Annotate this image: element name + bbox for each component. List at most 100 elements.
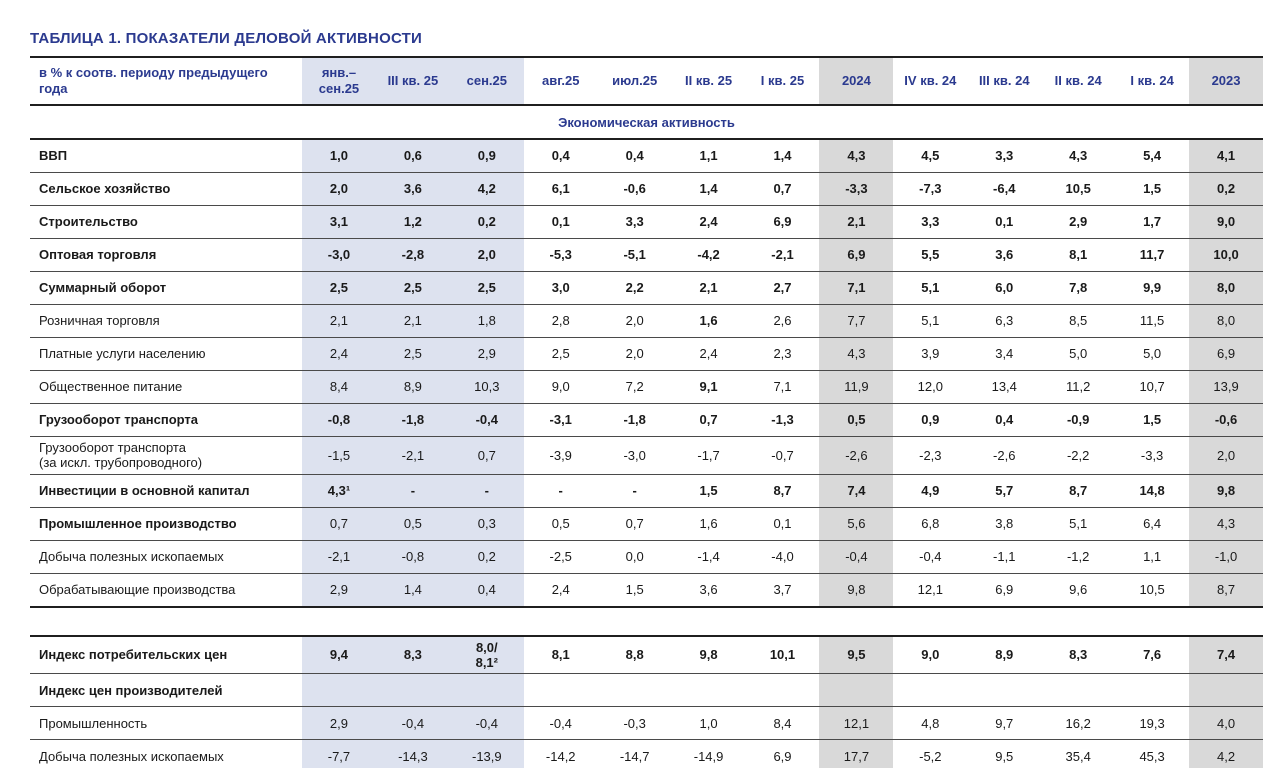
table-cell: 4,0 [1189, 706, 1263, 741]
table-cell [819, 673, 894, 708]
table-row: Грузооборот транспорта -0,8 -1,8 -0,4 -3,1 -1… [30, 403, 1263, 437]
table-cell: -0,9 [1041, 403, 1116, 437]
table-cell: -7,7 [302, 739, 376, 768]
table-cell: 6,4 [1115, 507, 1190, 541]
table-row: Инвестиции в основной капитал 4,3¹ - - - -1,5… [30, 474, 1263, 508]
table-cell: -1,1 [967, 540, 1042, 574]
table-cell: 3,1 [302, 205, 376, 239]
table-cell: 3,3 [967, 139, 1042, 173]
table-row: Промышленность 2,9 -0,4 -0,4 -0,4 -0,3 1,0 8,4 1… [30, 706, 1263, 741]
table-cell: 9,8 [819, 573, 894, 608]
table-cell [1041, 673, 1116, 708]
table-cell: 9,9 [1115, 271, 1190, 305]
table-cell: 0,7 [302, 507, 376, 541]
table-cell [967, 673, 1042, 708]
header-row: в % к соотв. периоду предыдущего года янв… [30, 56, 1263, 106]
table-cell: 0,4 [967, 403, 1042, 437]
table-cell: -3,9 [523, 436, 598, 475]
table-cell: 14,8 [1115, 474, 1190, 508]
table-cell: 0,7 [597, 507, 672, 541]
column-header: IV кв. 24 [893, 56, 968, 106]
page-title: ТАБЛИЦА 1. ПОКАЗАТЕЛИ ДЕЛОВОЙ АКТИВНОСТИ [30, 30, 422, 47]
table-cell: 35,4 [1041, 739, 1116, 768]
table-cell [449, 673, 524, 708]
table-cell: -7,3 [893, 172, 968, 206]
table-cell: 7,1 [819, 271, 894, 305]
table-cell: 0,7 [671, 403, 746, 437]
table-cell: 8,8 [597, 634, 672, 675]
row-label: Промышленное производство [30, 507, 302, 541]
table-cell: 2,0 [1189, 436, 1263, 475]
table-cell: 17,7 [819, 739, 894, 768]
table-cell: 9,8 [671, 634, 746, 675]
table-cell: -0,4 [523, 706, 598, 741]
table-cell: 1,1 [671, 139, 746, 173]
table-cell: 9,4 [302, 634, 376, 675]
table-cell: 0,1 [745, 507, 820, 541]
table-cell: 9,1 [671, 370, 746, 404]
table-cell: 8,9 [375, 370, 450, 404]
column-header: II кв. 24 [1041, 56, 1116, 106]
table-cell: 1,5 [1115, 403, 1190, 437]
table-cell: 8,0/ 8,1² [449, 634, 524, 675]
table-cell: 7,1 [745, 370, 820, 404]
table-cell: 2,9 [1041, 205, 1116, 239]
table-cell: 1,5 [597, 573, 672, 608]
table-cell: 0,5 [375, 507, 450, 541]
table-cell: -2,6 [819, 436, 894, 475]
table-cell: 6,9 [745, 739, 820, 768]
table-cell: 6,9 [745, 205, 820, 239]
table-cell: 2,9 [449, 337, 524, 371]
table-row: Суммарный оборот 2,5 2,5 2,5 3,0 2,2 2,1 2,7 7,1… [30, 271, 1263, 305]
table-cell: 2,4 [671, 205, 746, 239]
table-cell: 10,1 [745, 634, 820, 675]
table-cell: 0,7 [449, 436, 524, 475]
table-cell: -3,1 [523, 403, 598, 437]
column-header: янв.– сен.25 [302, 56, 376, 106]
table-cell: 9,0 [523, 370, 598, 404]
table-cell [523, 673, 598, 708]
table-cell: 0,5 [819, 403, 894, 437]
table-cell: -2,1 [745, 238, 820, 272]
table-cell [597, 673, 672, 708]
table-cell: 2,6 [745, 304, 820, 338]
table-cell: 5,0 [1115, 337, 1190, 371]
table-cell: 8,0 [1189, 304, 1263, 338]
table-cell: 11,9 [819, 370, 894, 404]
table-cell: -4,0 [745, 540, 820, 574]
table-cell: 8,5 [1041, 304, 1116, 338]
table-cell: 3,3 [893, 205, 968, 239]
table-cell: -2,6 [967, 436, 1042, 475]
business-activity-table: в % к соотв. периоду предыдущего года янв… [30, 56, 1263, 768]
table-cell: 10,5 [1041, 172, 1116, 206]
row-label: Суммарный оборот [30, 271, 302, 305]
table-cell: -13,9 [449, 739, 524, 768]
table-row: Строительство 3,1 1,2 0,2 0,1 3,3 2,4 6,9 2,1 3,3… [30, 205, 1263, 239]
table-cell: 4,3¹ [302, 474, 376, 508]
table-cell [893, 673, 968, 708]
table-cell: 1,6 [671, 304, 746, 338]
table-cell: -1,3 [745, 403, 820, 437]
table-cell: 2,3 [745, 337, 820, 371]
column-header: июл.25 [597, 56, 672, 106]
row-label: ВВП [30, 139, 302, 173]
row-label: Платные услуги населению [30, 337, 302, 371]
table-cell: -14,7 [597, 739, 672, 768]
row-label: Грузооборот транспорта [30, 403, 302, 437]
table-cell: -3,0 [302, 238, 376, 272]
table-cell: -0,8 [302, 403, 376, 437]
table-cell: 0,0 [597, 540, 672, 574]
table-row: Грузооборот транспорта (за искл. трубопр… [30, 436, 1263, 475]
table-cell: - [375, 474, 450, 508]
table-cell [745, 673, 820, 708]
table-cell: 3,7 [745, 573, 820, 608]
table-cell: 9,5 [819, 634, 894, 675]
table-cell: 8,0 [1189, 271, 1263, 305]
row-label: Строительство [30, 205, 302, 239]
table-cell: 0,4 [449, 573, 524, 608]
table-cell: 4,3 [1041, 139, 1116, 173]
table-cell: 3,4 [967, 337, 1042, 371]
table-cell: -3,0 [597, 436, 672, 475]
table-cell: 2,5 [523, 337, 598, 371]
table-cell: 0,1 [967, 205, 1042, 239]
